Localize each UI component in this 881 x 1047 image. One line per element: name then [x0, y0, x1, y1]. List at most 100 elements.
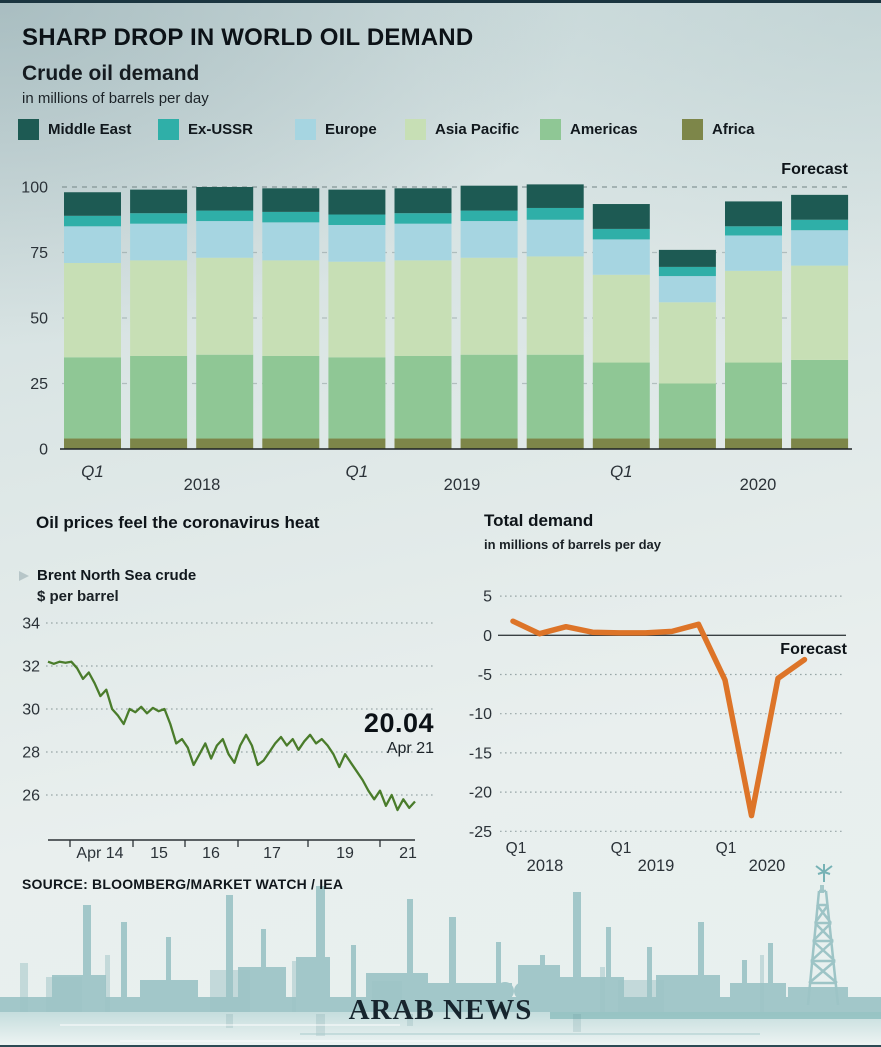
legend-item-americas: Americas: [540, 119, 638, 140]
top-rule: [0, 0, 881, 3]
bar-segment-europe: [196, 221, 254, 258]
bar-segment-asia-pacific: [658, 302, 716, 384]
bar-segment-americas: [130, 355, 188, 439]
bar-segment-ex-ussr: [526, 207, 584, 220]
bar-segment-americas: [328, 357, 386, 439]
bar-segment-middle-east: [328, 189, 386, 215]
bar-segment-africa: [262, 438, 320, 449]
bar-segment-africa: [196, 438, 254, 449]
bar-segment-asia-pacific: [130, 260, 188, 356]
bar-segment-asia-pacific: [262, 260, 320, 356]
demand-x-q-label: Q1: [506, 840, 527, 857]
bar-segment-middle-east: [196, 187, 254, 211]
bar-segment-middle-east: [658, 249, 716, 267]
bar-segment-ex-ussr: [262, 211, 320, 223]
demand-y-tick-label: -10: [469, 706, 492, 723]
legend-label: Asia Pacific: [435, 121, 520, 138]
bar-y-tick-label: 0: [39, 442, 48, 459]
bar-segment-ex-ussr: [196, 210, 254, 222]
brent-series-label: Brent North Sea crude: [37, 567, 197, 584]
brent-unit-label: $ per barrel: [37, 588, 119, 605]
bar-segment-asia-pacific: [725, 270, 782, 363]
bar-segment-americas: [592, 362, 650, 439]
bar-y-tick-label: 100: [21, 180, 48, 197]
bar-segment-europe: [394, 223, 452, 261]
legend-item-europe: Europe: [295, 119, 377, 140]
demand-y-tick-label: -5: [478, 667, 492, 684]
bar-segment-ex-ussr: [725, 226, 782, 236]
legend-label: Europe: [325, 121, 377, 138]
brent-latest-value: 20.04: [363, 708, 434, 738]
bar-segment-middle-east: [791, 194, 849, 220]
bar-segment-africa: [725, 438, 782, 449]
bar-chart-unit: in millions of barrels per day: [22, 90, 209, 107]
brent-x-tick-label: Apr 14: [76, 845, 123, 862]
legend-label: Americas: [570, 121, 638, 138]
demand-line: [510, 618, 808, 819]
source-credit: SOURCE: BLOOMBERG/MARKET WATCH / IEA: [22, 876, 344, 892]
bar-segment-asia-pacific: [526, 256, 584, 355]
bar-segment-africa: [460, 438, 518, 449]
brent-latest-date: Apr 21: [386, 740, 434, 757]
bar-x-year-label: 2019: [444, 476, 481, 494]
bar-segment-africa: [592, 438, 650, 449]
legend-swatch: [540, 119, 561, 140]
bar-segment-middle-east: [64, 192, 121, 216]
triangle-marker-icon: [19, 571, 29, 581]
bar-segment-middle-east: [526, 184, 584, 208]
bar-segment-asia-pacific: [64, 262, 121, 358]
bar-segment-americas: [394, 355, 452, 439]
bar-segment-africa: [526, 438, 584, 449]
legend-item-ex-ussr: Ex-USSR: [158, 119, 253, 140]
brent-latest-price: 20.04 Apr 21: [364, 708, 434, 758]
bar-segment-africa: [791, 438, 849, 449]
demand-y-tick-label: 5: [483, 589, 492, 606]
demand-x-q-label: Q1: [611, 840, 632, 857]
bar-segment-ex-ussr: [64, 215, 121, 227]
bar-segment-asia-pacific: [394, 260, 452, 356]
water-streaks: [60, 1024, 760, 1042]
legend-swatch: [18, 119, 39, 140]
brent-y-tick-label: 34: [22, 616, 40, 633]
bar-segment-middle-east: [725, 201, 782, 227]
bar-x-q-label: Q1: [346, 462, 369, 481]
bar-segment-africa: [64, 438, 121, 449]
legend-label: Africa: [712, 121, 755, 138]
legend-item-middle-east: Middle East: [18, 119, 131, 140]
bar-segment-middle-east: [460, 185, 518, 211]
demand-forecast-label: Forecast: [780, 641, 847, 658]
demand-x-year-label: 2018: [527, 857, 564, 875]
legend-item-africa: Africa: [682, 119, 755, 140]
bar-segment-africa: [130, 438, 188, 449]
bar-segment-americas: [64, 357, 121, 439]
bar-x-year-label: 2020: [740, 476, 777, 494]
legend-swatch: [682, 119, 703, 140]
bar-x-q-label: Q1: [81, 462, 104, 481]
brent-y-tick-label: 32: [22, 659, 40, 676]
legend-label: Middle East: [48, 121, 132, 138]
brent-price-line: [47, 660, 416, 812]
bar-segment-asia-pacific: [592, 274, 650, 363]
bar-segment-europe: [130, 223, 188, 261]
bar-segment-ex-ussr: [791, 219, 849, 231]
bar-segment-ex-ussr: [658, 266, 716, 277]
bar-segment-americas: [658, 383, 716, 439]
bar-y-tick-label: 50: [30, 311, 48, 328]
bar-segment-middle-east: [130, 189, 188, 214]
brent-x-tick-label: 15: [150, 845, 168, 862]
bar-segment-europe: [262, 222, 320, 261]
brent-series-legend: Brent North Sea crude $ per barrel: [37, 565, 196, 607]
bar-segment-ex-ussr: [394, 213, 452, 224]
bar-y-tick-label: 75: [30, 245, 48, 262]
bar-segment-americas: [526, 354, 584, 439]
bar-segment-middle-east: [394, 188, 452, 214]
legend-swatch: [158, 119, 179, 140]
brent-y-tick-label: 30: [22, 702, 40, 719]
bar-segment-africa: [328, 438, 386, 449]
bar-segment-europe: [658, 276, 716, 303]
legend-swatch: [405, 119, 426, 140]
demand-x-q-label: Q1: [716, 840, 737, 857]
brent-chart-title: Oil prices feel the coronavirus heat: [36, 513, 320, 532]
bottom-rule: [0, 1045, 881, 1047]
